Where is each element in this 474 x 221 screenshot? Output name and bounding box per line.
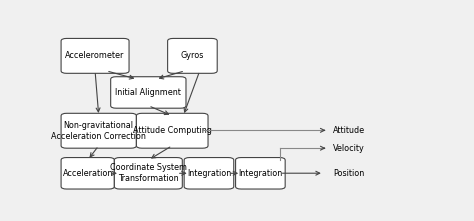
FancyBboxPatch shape xyxy=(114,158,182,189)
Text: Attitude: Attitude xyxy=(333,126,365,135)
Text: Non-gravitational
Acceleration Correction: Non-gravitational Acceleration Correctio… xyxy=(51,121,146,141)
Text: Coordinate System
Transformation: Coordinate System Transformation xyxy=(110,163,187,183)
FancyBboxPatch shape xyxy=(61,38,129,73)
FancyBboxPatch shape xyxy=(110,77,186,108)
Text: Position: Position xyxy=(333,169,364,178)
Text: Integration: Integration xyxy=(238,169,283,178)
Text: Velocity: Velocity xyxy=(333,144,365,153)
Text: Integration: Integration xyxy=(187,169,231,178)
Text: Acceleration: Acceleration xyxy=(63,169,113,178)
FancyBboxPatch shape xyxy=(236,158,285,189)
FancyBboxPatch shape xyxy=(61,158,114,189)
FancyBboxPatch shape xyxy=(137,113,208,148)
Text: Gyros: Gyros xyxy=(181,51,204,60)
FancyBboxPatch shape xyxy=(61,113,137,148)
Text: Accelerometer: Accelerometer xyxy=(65,51,125,60)
FancyBboxPatch shape xyxy=(168,38,217,73)
FancyBboxPatch shape xyxy=(184,158,234,189)
Text: Initial Alignment: Initial Alignment xyxy=(115,88,181,97)
Text: Attitude Computing: Attitude Computing xyxy=(133,126,212,135)
